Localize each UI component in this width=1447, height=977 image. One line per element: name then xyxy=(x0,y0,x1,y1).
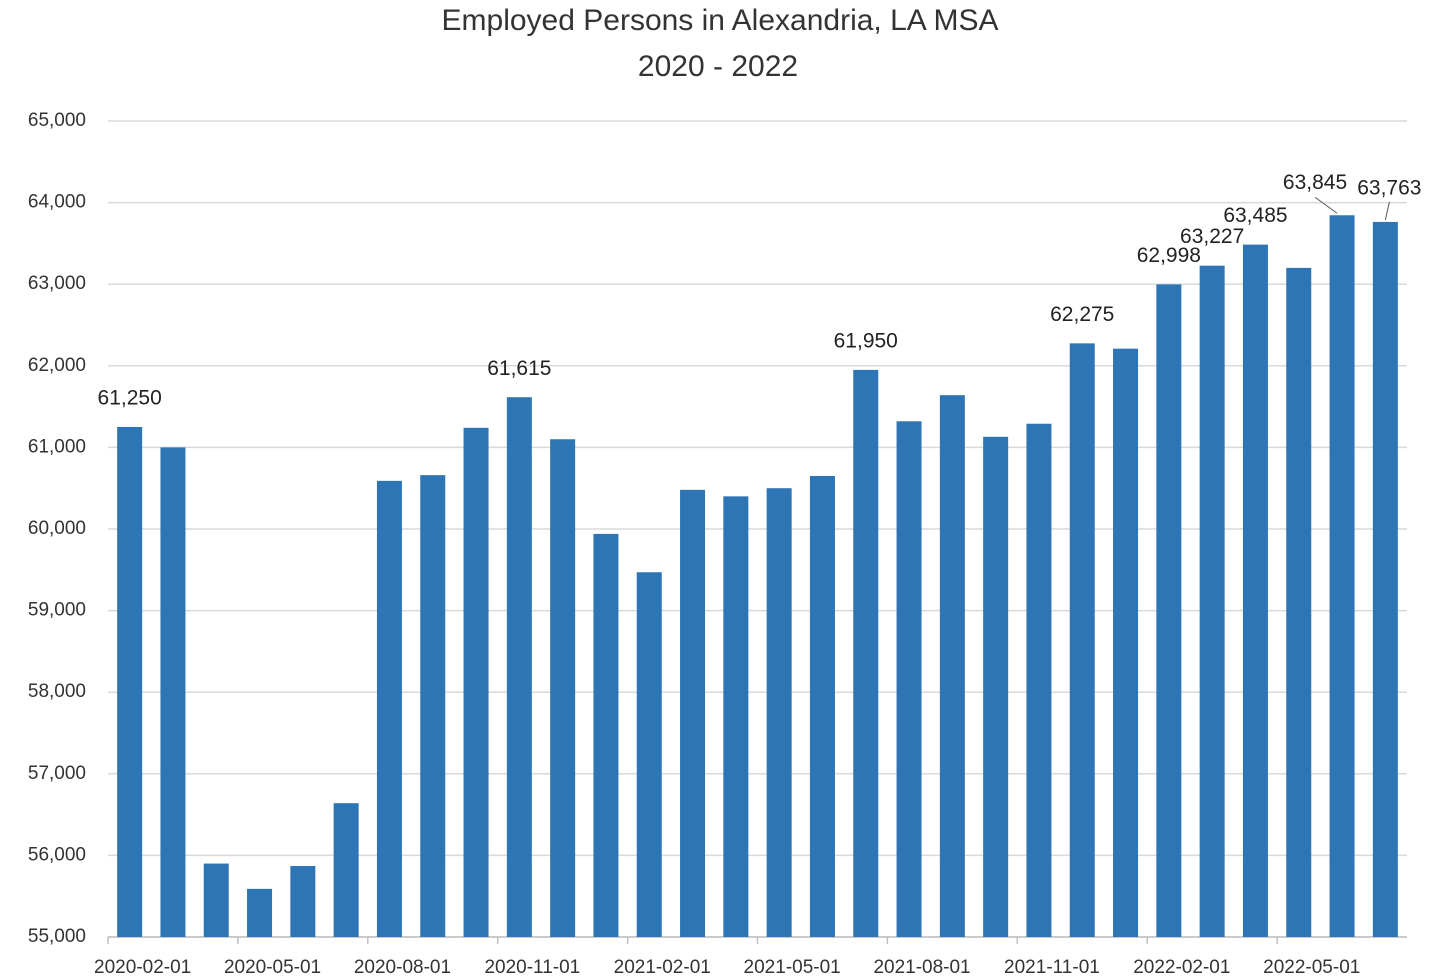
bar xyxy=(766,488,792,937)
bar xyxy=(117,427,143,937)
chart-title: Employed Persons in Alexandria, LA MSA xyxy=(442,4,999,37)
bar xyxy=(160,447,186,937)
x-tick-label: 2021-08-01 xyxy=(873,957,970,977)
bar xyxy=(1069,343,1095,937)
x-tick-label: 2020-05-01 xyxy=(224,957,321,977)
bar xyxy=(1372,221,1398,937)
bar xyxy=(290,866,316,937)
bar xyxy=(1026,423,1052,938)
data-label: 63,845 xyxy=(1283,171,1347,194)
data-label: 61,250 xyxy=(98,387,162,410)
bar xyxy=(1286,267,1312,937)
bar xyxy=(593,533,619,937)
bar xyxy=(1199,265,1225,938)
bar xyxy=(1156,284,1182,938)
chart-subtitle: 2020 - 2022 xyxy=(638,50,798,83)
bar xyxy=(203,863,229,937)
bar xyxy=(939,395,965,937)
bar xyxy=(1113,348,1139,937)
bar xyxy=(853,369,879,937)
x-tick-label: 2020-08-01 xyxy=(354,957,451,977)
y-tick-label: 65,000 xyxy=(28,110,86,131)
bar xyxy=(463,427,489,937)
data-label: 62,998 xyxy=(1137,244,1201,267)
y-tick-label: 56,000 xyxy=(28,844,86,865)
y-tick-label: 57,000 xyxy=(28,763,86,784)
bar xyxy=(1329,215,1355,938)
data-label: 63,485 xyxy=(1223,204,1287,227)
bar xyxy=(376,480,402,937)
bar xyxy=(247,888,273,937)
x-tick-label: 2022-05-01 xyxy=(1263,957,1360,977)
y-tick-label: 59,000 xyxy=(28,600,86,621)
x-tick-label: 2021-05-01 xyxy=(744,957,841,977)
data-label: 61,950 xyxy=(834,329,898,352)
y-tick-label: 62,000 xyxy=(28,355,86,376)
y-tick-label: 63,000 xyxy=(28,273,86,294)
leader-line xyxy=(1314,196,1338,214)
bar xyxy=(420,475,446,937)
data-label: 63,763 xyxy=(1357,176,1421,199)
bar xyxy=(723,496,749,937)
bar xyxy=(636,572,662,937)
leader-line xyxy=(1384,201,1390,221)
data-label: 62,275 xyxy=(1050,303,1114,326)
data-label: 61,615 xyxy=(487,357,551,380)
y-tick-label: 64,000 xyxy=(28,192,86,213)
x-tick-label: 2021-02-01 xyxy=(614,957,711,977)
bar xyxy=(896,421,922,938)
y-tick-label: 55,000 xyxy=(28,926,86,947)
y-tick-label: 60,000 xyxy=(28,518,86,539)
x-tick-label: 2022-02-01 xyxy=(1133,957,1230,977)
x-tick-label: 2020-11-01 xyxy=(484,957,580,977)
bar xyxy=(333,803,359,937)
x-tick-label: 2021-11-01 xyxy=(1004,957,1100,977)
bar xyxy=(1242,244,1268,937)
x-tick-label: 2020-02-01 xyxy=(94,957,191,977)
bar xyxy=(506,397,532,937)
y-tick-label: 58,000 xyxy=(28,681,86,702)
bar xyxy=(983,436,1009,937)
bar xyxy=(680,489,706,937)
data-label: 63,227 xyxy=(1180,225,1244,248)
y-tick-label: 61,000 xyxy=(28,436,86,457)
bar xyxy=(550,439,576,937)
bar xyxy=(809,475,835,937)
